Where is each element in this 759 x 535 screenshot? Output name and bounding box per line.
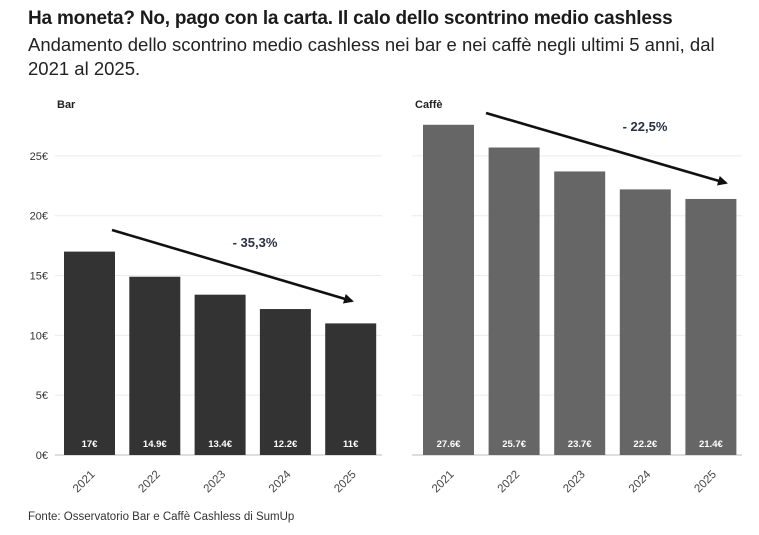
bar-bar-2024: [259, 309, 311, 455]
bar-x-tick-label: 2022: [136, 469, 163, 496]
caffe-bar-value-label: 27.6€: [437, 439, 461, 450]
bar-x-tick-label: 2023: [202, 469, 229, 496]
bar-bar-value-label: 14.9€: [143, 439, 167, 450]
caffe-bar-value-label: 23.7€: [568, 439, 592, 450]
bar-bar-value-label: 12.2€: [274, 439, 298, 450]
bar-panel-title: Bar: [57, 99, 76, 111]
caffe-bar-value-label: 22.2€: [633, 439, 657, 450]
y-tick-label: 10€: [30, 330, 48, 342]
bar-x-tick-label: 2024: [267, 468, 294, 495]
caffe-x-tick-label: 2025: [692, 469, 719, 496]
chart-subtitle: Andamento dello scontrino medio cashless…: [28, 34, 715, 79]
caffe-bar-value-label: 25.7€: [502, 439, 526, 450]
bar-bar-2023: [194, 294, 246, 455]
bar-x-tick-label: 2025: [332, 469, 359, 496]
caffe-bar-2022: [488, 147, 540, 455]
y-tick-label: 20€: [30, 211, 48, 223]
caffe-bar-2023: [554, 171, 606, 456]
source-note: Fonte: Osservatorio Bar e Caffè Cashless…: [28, 511, 295, 523]
caffe-change-annotation: - 22,5%: [623, 119, 668, 134]
bar-bar-2021: [64, 251, 115, 455]
bar-x-tick-label: 2021: [71, 469, 98, 496]
bar-bar-value-label: 13.4€: [208, 439, 232, 450]
bar-trend-arrow: [111, 228, 354, 304]
bar-bar-2025: [325, 323, 377, 455]
caffe-bar-value-label: 21.4€: [699, 439, 723, 450]
y-tick-label: 0€: [36, 450, 48, 462]
caffe-bar-2025: [685, 198, 737, 455]
caffe-x-tick-label: 2021: [430, 469, 457, 496]
caffe-x-tick-label: 2023: [561, 469, 588, 496]
y-tick-label: 25€: [30, 151, 48, 163]
bar-bar-2022: [129, 276, 181, 455]
caffe-bar-2024: [619, 189, 671, 455]
caffe-panel-title: Caffè: [415, 99, 443, 111]
caffe-trend-arrow: [485, 111, 728, 186]
caffe-bar-2021: [423, 124, 474, 456]
y-tick-label: 15€: [30, 271, 48, 283]
caffe-x-tick-label: 2022: [496, 469, 523, 496]
bar-bar-value-label: 11€: [343, 439, 359, 450]
bar-bar-value-label: 17€: [82, 439, 99, 450]
y-tick-label: 5€: [36, 390, 48, 402]
caffe-x-tick-label: 2024: [627, 468, 654, 495]
bar-change-annotation: - 35,3%: [233, 235, 278, 250]
chart-title: Ha moneta? No, pago con la carta. Il cal…: [28, 8, 673, 29]
